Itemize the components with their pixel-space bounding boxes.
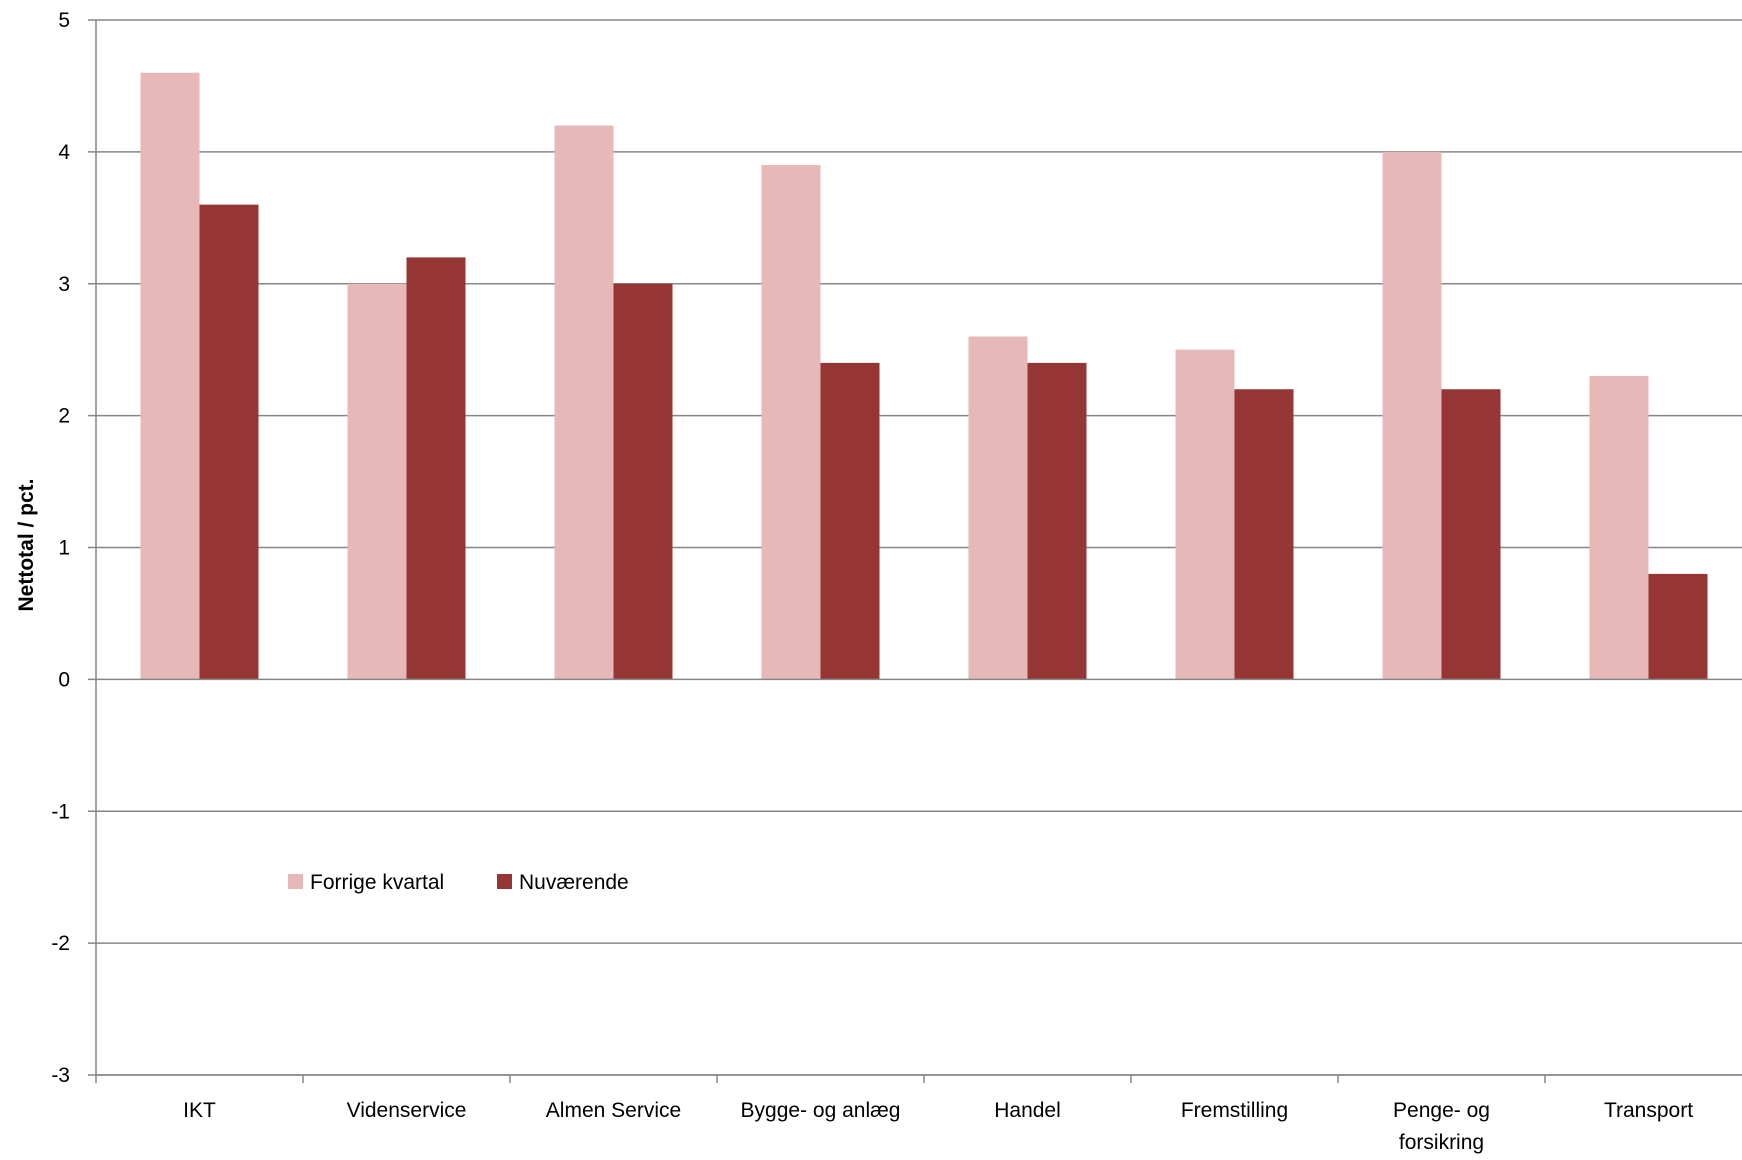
bar-forrige-kvartal [761, 165, 821, 680]
x-category-label: Penge- og forsikring [1393, 1099, 1490, 1154]
y-tick-label: -2 [51, 932, 70, 955]
bar-forrige-kvartal [1589, 376, 1649, 680]
x-category-label: Bygge- og anlæg [741, 1099, 901, 1122]
bar-forrige-kvartal [140, 72, 200, 680]
bar-nuvaerende [1441, 389, 1501, 680]
y-axis-title: Nettotal / pct. [15, 478, 38, 611]
x-category-label-line: Videnservice [347, 1099, 467, 1122]
x-category-label-line: Transport [1604, 1099, 1693, 1122]
bar-nuvaerende [1648, 573, 1708, 680]
legend-label: Forrige kvartal [310, 871, 444, 894]
y-tick-label: 1 [58, 537, 70, 560]
bar-forrige-kvartal [1175, 349, 1235, 680]
legend-swatch [497, 874, 512, 889]
legend: Forrige kvartal Nuværende [288, 871, 629, 894]
x-category-label-line: Handel [994, 1099, 1061, 1122]
x-category-label-line: IKT [183, 1099, 216, 1122]
bar-nuvaerende [1027, 362, 1087, 680]
bar-nuvaerende [406, 257, 466, 680]
x-category-label: Fremstilling [1181, 1099, 1288, 1122]
y-tick-label: 3 [58, 273, 70, 296]
bar-nuvaerende [820, 362, 880, 680]
x-category-labels: IKT Videnservice Almen Service Bygge- og an… [183, 1099, 1693, 1154]
x-category-label-line: Penge- og [1393, 1099, 1490, 1122]
bar-forrige-kvartal [968, 336, 1028, 680]
bar-forrige-kvartal [347, 283, 407, 680]
x-category-label: Handel [994, 1099, 1061, 1122]
y-tick-labels: -3 -2 -1 0 1 2 3 4 5 [51, 9, 70, 1087]
y-tick-label: -1 [51, 800, 70, 823]
x-category-label: Almen Service [546, 1099, 681, 1122]
bar-nuvaerende [199, 204, 259, 680]
legend-swatch [288, 874, 303, 889]
x-category-label: Transport [1604, 1099, 1693, 1122]
bar-forrige-kvartal [1382, 151, 1442, 680]
y-tick-label: 4 [58, 141, 70, 164]
x-category-label-line: Bygge- og anlæg [741, 1099, 901, 1122]
x-category-label: Videnservice [347, 1099, 467, 1122]
x-category-label-line: Almen Service [546, 1099, 681, 1122]
y-tick-label: 2 [58, 405, 70, 428]
y-tick-label: -3 [51, 1064, 70, 1087]
axes [88, 19, 1742, 1083]
bars [140, 72, 1708, 680]
x-category-label-line: forsikring [1399, 1131, 1484, 1154]
bar-nuvaerende [1234, 389, 1294, 680]
x-category-label-line: Fremstilling [1181, 1099, 1288, 1122]
y-tick-label: 5 [58, 9, 70, 32]
bar-forrige-kvartal [554, 125, 614, 680]
bar-nuvaerende [613, 283, 673, 680]
x-category-label: IKT [183, 1099, 216, 1122]
y-tick-label: 0 [58, 668, 70, 691]
legend-label: Nuværende [519, 871, 629, 894]
